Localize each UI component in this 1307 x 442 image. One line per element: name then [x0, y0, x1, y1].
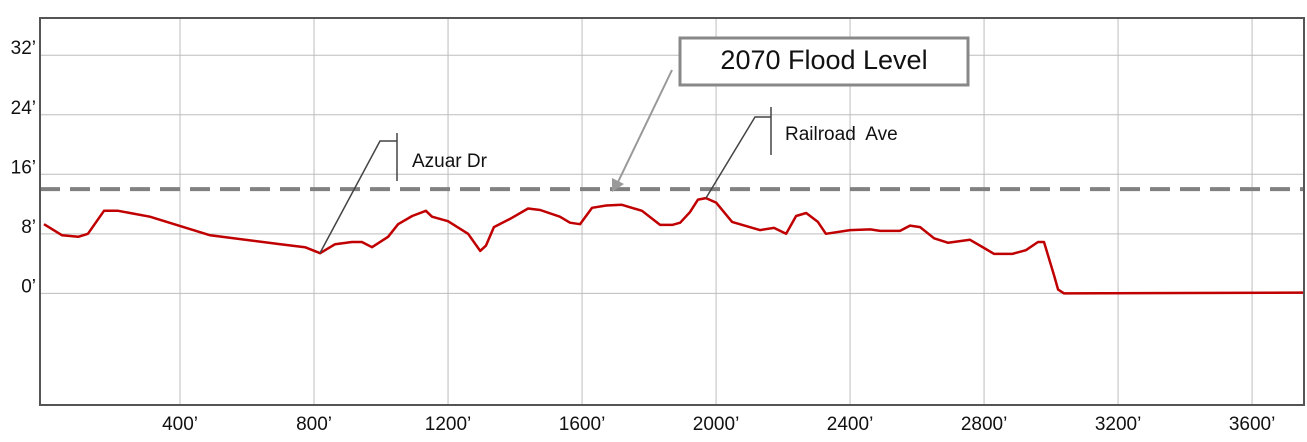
- x-tick-label: 1600’: [559, 414, 606, 435]
- callout-label: 2070 Flood Level: [720, 45, 927, 75]
- leader-line: [319, 140, 397, 254]
- x-tick-label: 400’: [162, 414, 198, 435]
- plot-frame: [39, 17, 1305, 406]
- y-tick-label: 0’: [21, 276, 36, 297]
- y-tick-label: 24’: [11, 98, 36, 119]
- x-tick-label: 2800’: [961, 414, 1008, 435]
- x-tick-label: 3200’: [1095, 414, 1142, 435]
- x-tick-label: 2400’: [827, 414, 874, 435]
- x-tick-label: 2000’: [693, 414, 740, 435]
- arrow-head: [612, 178, 624, 192]
- x-tick-label: 800’: [296, 414, 332, 435]
- leader-line: [705, 116, 771, 199]
- annotation: Azuar Dr: [412, 151, 488, 172]
- x-tick-label: 1200’: [425, 414, 472, 435]
- callout-box: [678, 36, 970, 87]
- x-tick-label: 3600’: [1229, 414, 1276, 435]
- y-tick-label: 16’: [11, 157, 36, 178]
- annotation: Railroad Ave: [785, 124, 898, 145]
- callout-arrow: [617, 69, 673, 183]
- data-line: [43, 196, 1305, 295]
- y-tick-label: 8’: [21, 217, 36, 238]
- y-tick-label: 32’: [11, 38, 36, 59]
- marks: [40, 187, 1305, 295]
- grid: [40, 18, 1304, 405]
